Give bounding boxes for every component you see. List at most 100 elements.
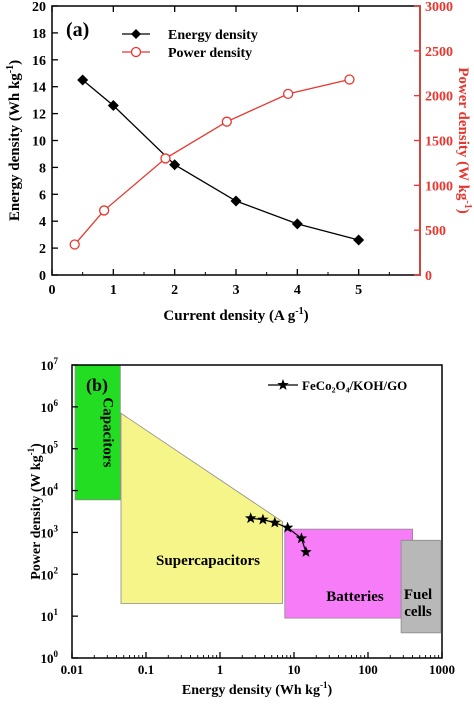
legend-marker-star [277,379,289,390]
series-line-energy [82,79,359,241]
y-tick-label: 104 [41,482,59,499]
x-tick-label: 1 [217,662,224,677]
y2-tick-label: 2000 [425,90,453,105]
y2-tick-label: 500 [425,224,446,239]
x-tick-label: 2 [171,283,178,298]
y-tick-label-exp: 2 [54,565,59,575]
region-label-cells: cells [404,604,432,620]
legend-label-power: Power density [168,46,252,61]
chart-a-x-axis-label-sup: -1 [295,306,303,317]
x-tick-label: 3 [233,283,240,298]
data-point-power [344,74,355,85]
x-tick-label: 0.1 [138,662,154,677]
legend-marker-energy [131,29,141,39]
chart-b-y-axis-label-close: ) [29,443,44,448]
chart-b-x-axis-label-main: Energy density (Wh kg [182,683,320,698]
y-tick-label: 16 [32,54,46,69]
y-tick-label: 101 [41,607,59,624]
region-label-fuel: Fuel [404,587,432,603]
y2-tick-label: 1500 [425,135,453,150]
y-tick-label: 14 [32,81,46,96]
y2-tick-label: 1000 [425,179,453,194]
data-point-fecoo [281,521,294,533]
x-tick-label: 4 [294,283,301,298]
legend-marker-power [130,46,142,58]
chart-a-legend: Energy density Power density [122,28,258,61]
y-tick-label: 100 [41,649,59,666]
data-point-energy [291,218,303,230]
chart-b-panel-label: (b) [86,375,108,396]
y-tick-label: 18 [32,27,46,42]
chart-b-legend: FeCo₂O₄/KOH/GO [268,378,407,393]
chart-a-series [69,74,365,250]
x-tick-label: 100 [358,662,378,677]
y-tick-label-exp: 4 [54,482,59,492]
x-tick-label: 0.01 [61,662,84,677]
chart-b-y-axis-label: Power density (W kg-1) [26,443,44,580]
chart-b-y-axis-label-main: Power density (W kg [29,455,44,579]
y-tick-label: 106 [41,398,59,415]
data-point-power [98,205,110,216]
chart-b-x-axis-label-sup: -1 [320,680,328,690]
region-label-capacitors: Capacitors [100,397,116,467]
region-supercapacitors [120,412,283,604]
legend-label-fecoo: FeCo₂O₄/KOH/GO [302,378,407,393]
data-point-fecoo [245,512,257,524]
data-point-energy [77,74,89,86]
y-tick-label-base: 10 [41,442,54,457]
chart-b-y-axis-label-sup: -1 [26,447,36,455]
legend-label-energy: Energy density [168,28,258,43]
chart-a-y2-axis-label-main: Power density (W kg [455,67,471,201]
y2-tick-label: 3000 [425,0,453,15]
chart-b-frame [71,364,443,659]
y-tick-label: 0 [39,269,46,284]
y-tick-label-base: 10 [41,609,54,624]
chart-a-y-axis-label-close: ) [7,60,23,65]
y2-tick-label: 2500 [425,45,453,60]
y-tick-label: 4 [39,215,46,230]
y-tick-label: 105 [41,440,59,457]
x-tick-label: 0 [49,283,56,298]
data-point-fecoo [257,513,269,525]
data-point-power [221,116,232,127]
y-tick-label: 20 [32,0,46,15]
y-tick-label: 2 [39,242,46,257]
x-tick-label: 5 [355,283,362,298]
y-tick-label: 107 [41,356,59,373]
chart-b-x-axis-label-close: ) [327,683,332,698]
data-point-power [160,153,171,164]
chart-a-y2-axis-label-close: ) [455,209,471,214]
y2-tick-label: 0 [425,269,432,284]
chart-b-regions: Capacitors Supercapacitors Batteries Fuelce… [74,364,441,634]
data-point-energy [169,159,181,171]
data-point-power [69,239,80,250]
chart-b-x-axis-label: Energy density (Wh kg-1) [182,680,333,698]
region-fuel-cells [400,539,441,634]
data-point-fecoo [300,546,312,557]
data-point-energy [107,100,119,112]
y-tick-label-exp: 6 [54,398,59,408]
y-tick-label: 10 [32,135,46,150]
legend-item-power: Power density [122,46,252,61]
y-tick-label: 102 [41,565,59,582]
series-line-power [74,78,350,245]
legend-item-energy: Energy density [122,28,258,43]
chart-a-y2-axis-label: Power density (W kg-1) [455,67,473,214]
y-tick-label-base: 10 [41,567,54,582]
y-tick-label-exp: 5 [54,440,59,450]
chart-a-x-axis-label: Current density (A g-1) [163,306,308,324]
y-tick-label: 8 [39,161,46,176]
region-batteries [284,528,414,619]
chart-b-x-ticks: 0.01 0.1 1 10 100 1000 [61,652,455,677]
data-point-fecoo [295,532,308,544]
chart-a-x-axis-label-main: Current density (A g [163,308,295,324]
data-point-energy [230,195,242,207]
chart-a-y2-axis-label-sup: -1 [462,200,473,208]
chart-a-panel-label: (a) [66,19,89,41]
data-point-energy [353,234,365,246]
y-tick-label-exp: 1 [54,607,59,617]
region-label-batteries: Batteries [326,589,384,605]
y-tick-label-exp: 0 [54,649,59,659]
